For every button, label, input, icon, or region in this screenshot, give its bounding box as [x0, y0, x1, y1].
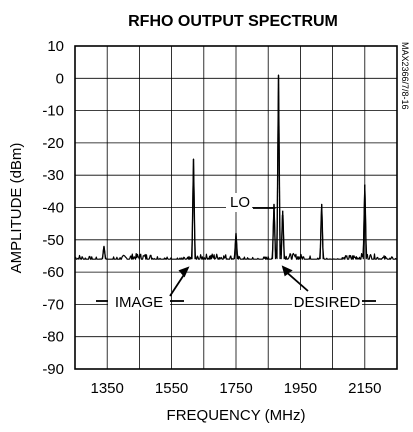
- y-axis-label: AMPLITUDE (dBm): [8, 143, 25, 274]
- y-tick-label: -70: [42, 296, 64, 313]
- image-arrow-shaft: [169, 271, 187, 297]
- image-arrowhead: [178, 266, 190, 278]
- spectral-peak: [103, 246, 107, 260]
- x-tick-label: 1350: [91, 380, 124, 397]
- spectrum-trace: [74, 74, 397, 260]
- spectral-peak: [273, 204, 277, 260]
- y-tick-label: -20: [42, 135, 64, 152]
- image-label-background: [108, 290, 170, 310]
- y-tick-label: -60: [42, 264, 64, 281]
- desired-arrowhead: [281, 265, 293, 277]
- y-tick-labels: 10 0 -10 -20 -30 -40 -50 -60 -70 -80 -90: [42, 38, 64, 378]
- desired-arrow-shaft: [285, 270, 309, 292]
- annotation-desired: DESIRED: [294, 294, 361, 311]
- chart-title: RFHO OUTPUT SPECTRUM: [128, 13, 338, 30]
- y-tick-label: -90: [42, 361, 64, 378]
- x-tick-labels: 1350 1550 1750 1950 2150: [91, 380, 382, 397]
- spectral-peak: [282, 210, 285, 260]
- figure-id: MAX2366/7/8-16: [400, 42, 410, 110]
- plot-frame: [74, 45, 398, 370]
- x-tick-label: 2150: [348, 380, 381, 397]
- y-tick-label: 10: [47, 38, 64, 55]
- desired-label-background: [292, 290, 362, 310]
- spectral-peak: [235, 233, 239, 260]
- annotation-lo: LO: [230, 194, 250, 211]
- x-tick-label: 1750: [219, 380, 252, 397]
- spectrum-trace-layer: [74, 74, 397, 260]
- x-tick-label: 1950: [284, 380, 317, 397]
- spectral-peak: [277, 75, 281, 260]
- spectral-peak: [192, 159, 196, 260]
- spectral-peak: [364, 184, 367, 260]
- x-axis-label: FREQUENCY (MHz): [167, 407, 306, 424]
- spectral-peak: [321, 204, 324, 260]
- y-tick-label: -30: [42, 167, 64, 184]
- y-tick-label: -50: [42, 232, 64, 249]
- y-tick-label: -40: [42, 200, 64, 217]
- annotation-image: IMAGE: [115, 294, 163, 311]
- annotation-layer: LO IMAGE DESIRED: [96, 193, 376, 311]
- lo-label-background: [226, 193, 252, 212]
- y-tick-label: -80: [42, 329, 64, 346]
- y-tick-label: 0: [56, 70, 64, 87]
- y-tick-label: -10: [42, 103, 64, 120]
- x-tick-label: 1550: [155, 380, 188, 397]
